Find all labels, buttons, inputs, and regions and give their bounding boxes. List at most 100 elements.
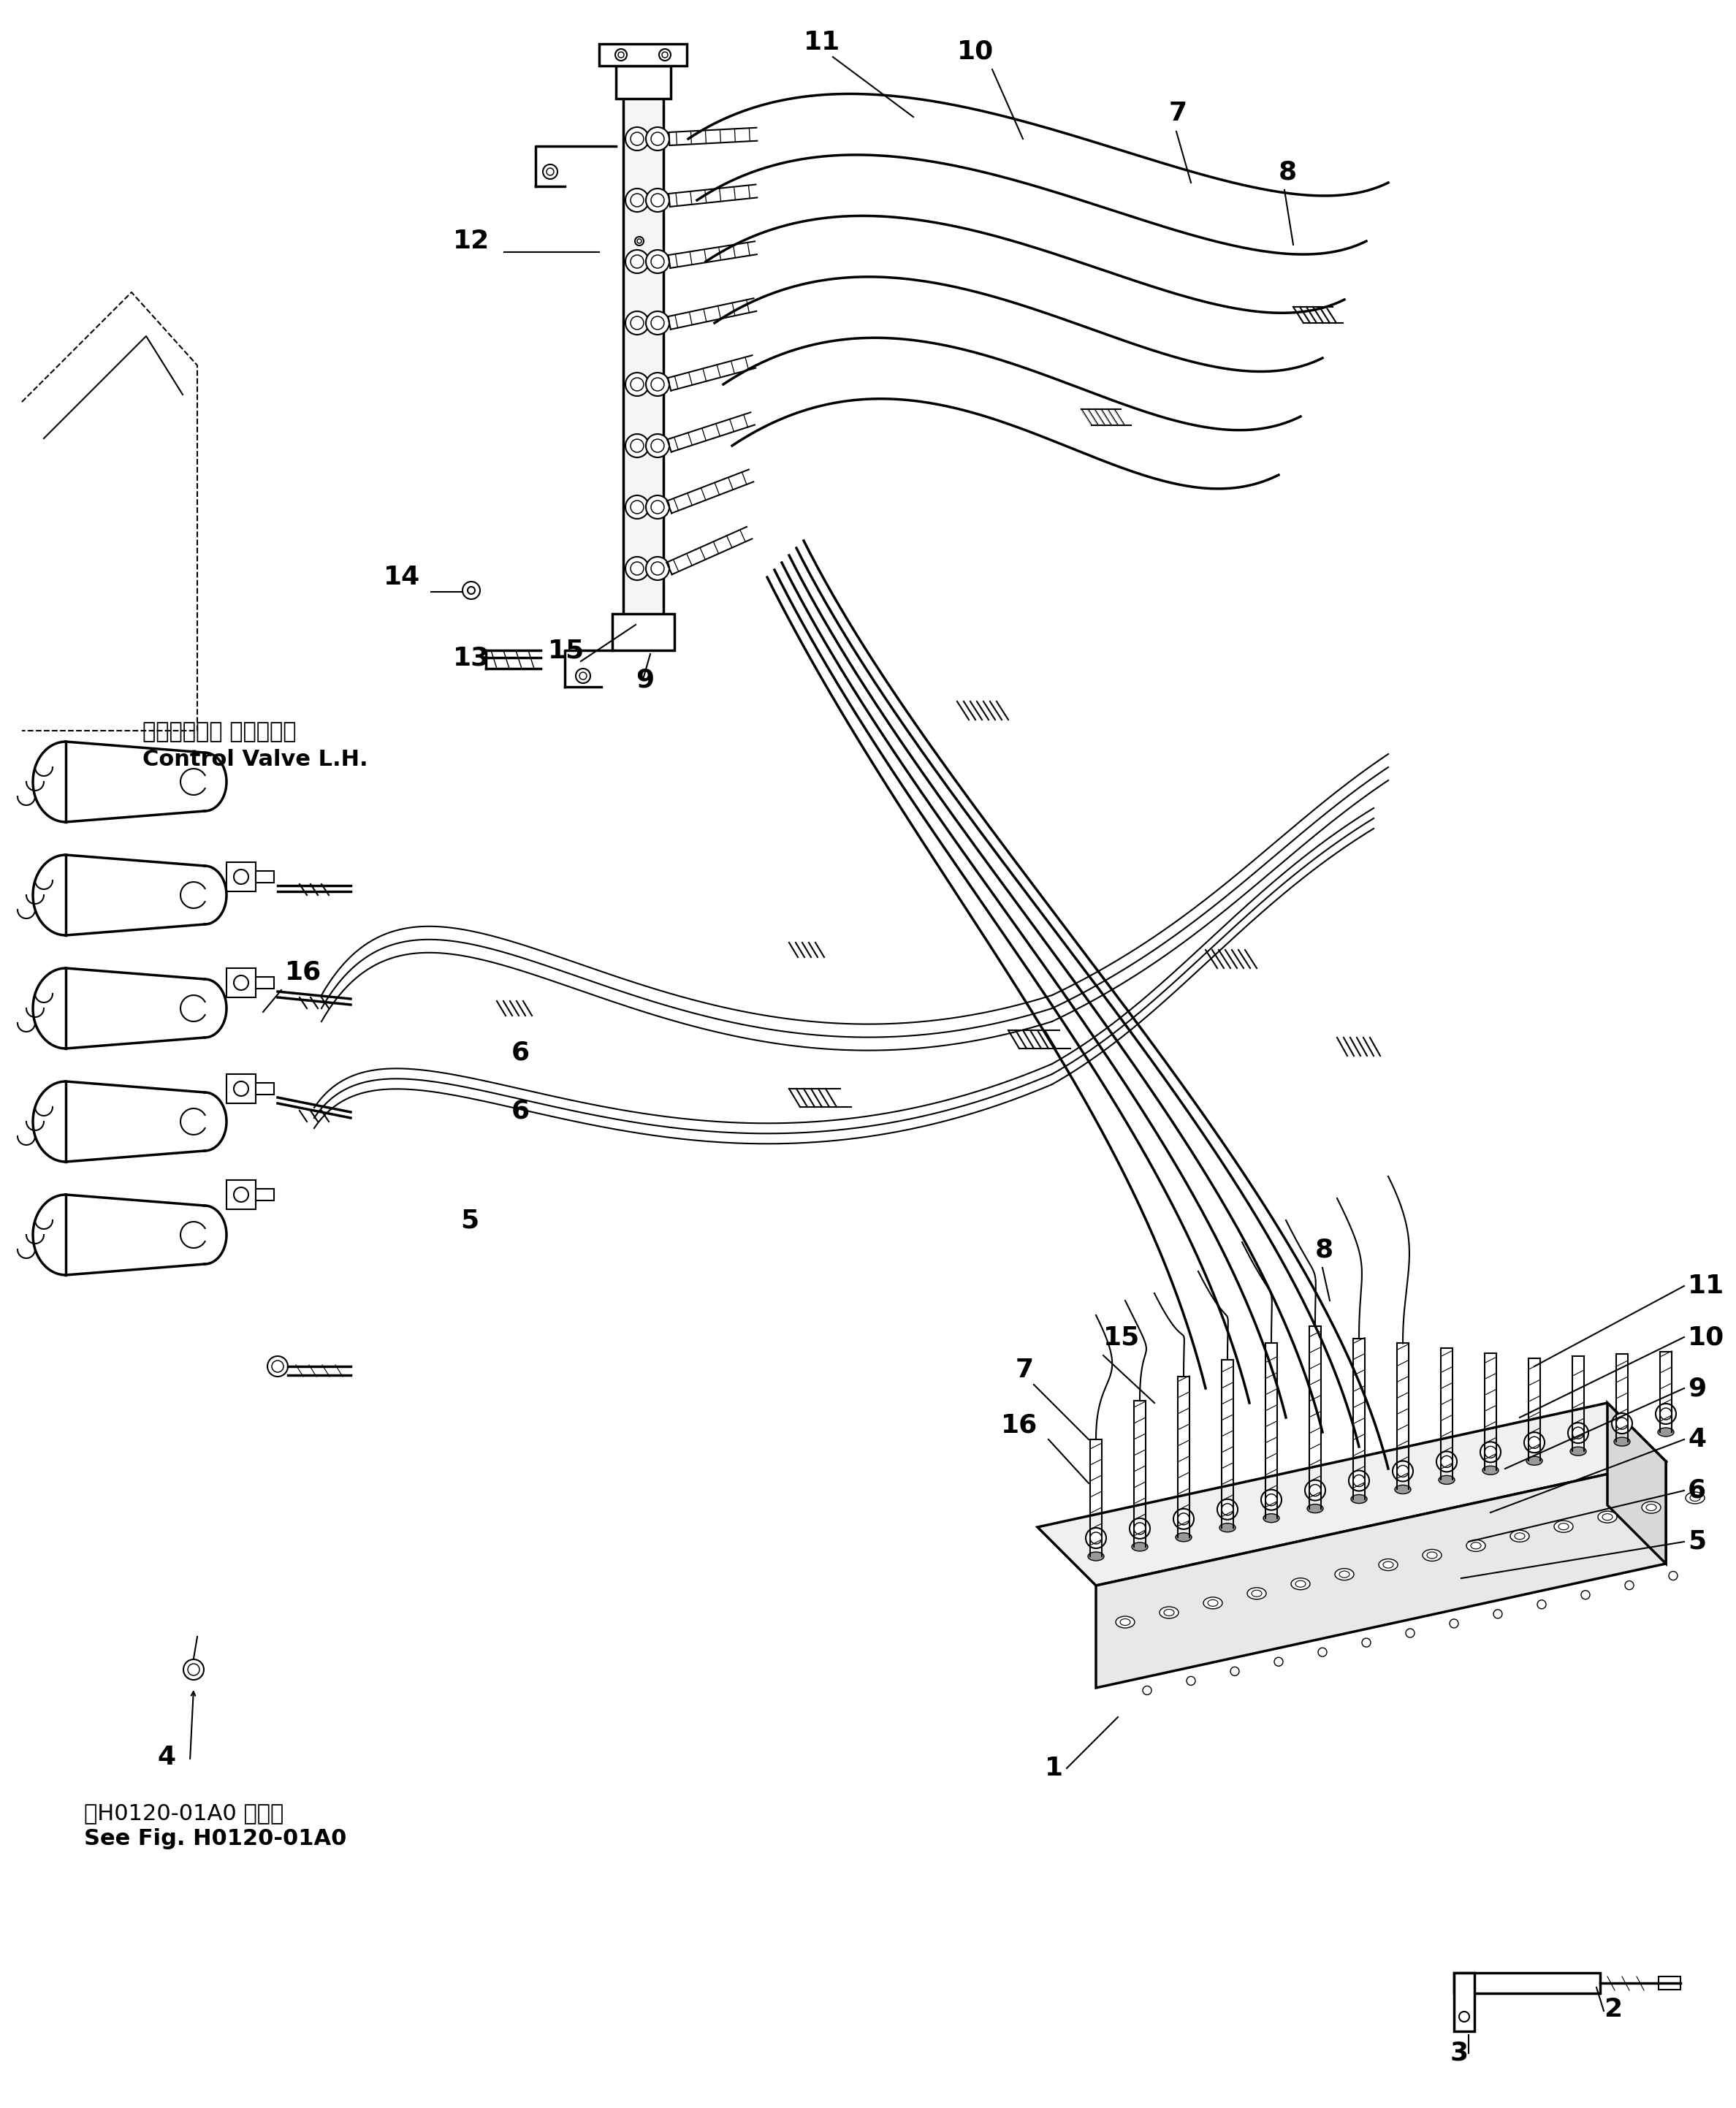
Circle shape: [273, 1360, 283, 1372]
Circle shape: [618, 53, 623, 57]
Circle shape: [630, 194, 644, 207]
Circle shape: [1309, 1484, 1321, 1497]
Circle shape: [646, 126, 670, 150]
Ellipse shape: [1203, 1598, 1222, 1608]
Ellipse shape: [1569, 1446, 1587, 1457]
Circle shape: [661, 53, 668, 57]
Ellipse shape: [1351, 1495, 1366, 1503]
Text: 15: 15: [1104, 1324, 1141, 1349]
Circle shape: [615, 48, 627, 61]
Text: Control Valve L.H.: Control Valve L.H.: [142, 748, 368, 769]
Bar: [255, 871, 274, 883]
Text: 14: 14: [384, 565, 420, 590]
Circle shape: [630, 255, 644, 268]
Polygon shape: [1095, 1461, 1667, 1689]
Circle shape: [625, 373, 649, 396]
Circle shape: [646, 188, 670, 213]
Circle shape: [187, 1663, 200, 1676]
Circle shape: [646, 373, 670, 396]
Bar: [226, 968, 255, 997]
Text: 16: 16: [1002, 1412, 1038, 1438]
Ellipse shape: [1307, 1505, 1323, 1514]
Ellipse shape: [1510, 1530, 1529, 1541]
Polygon shape: [1038, 1404, 1667, 1585]
Circle shape: [543, 164, 557, 179]
Bar: [613, 613, 674, 649]
Text: コントロール バルブ　左: コントロール バルブ 左: [142, 721, 297, 742]
Circle shape: [625, 434, 649, 457]
Circle shape: [646, 495, 670, 519]
Ellipse shape: [1686, 1492, 1705, 1503]
Text: 6: 6: [512, 1039, 529, 1065]
Bar: [226, 862, 255, 892]
Circle shape: [651, 377, 665, 390]
Circle shape: [1352, 1476, 1364, 1486]
Ellipse shape: [1597, 1511, 1616, 1522]
Ellipse shape: [1422, 1549, 1441, 1562]
Circle shape: [646, 434, 670, 457]
Bar: [616, 65, 670, 99]
Ellipse shape: [1160, 1606, 1179, 1619]
Circle shape: [630, 316, 644, 329]
Circle shape: [184, 1659, 203, 1680]
Circle shape: [651, 500, 665, 514]
Bar: [1658, 1977, 1680, 1990]
Circle shape: [1524, 1431, 1545, 1452]
Bar: [1455, 1973, 1474, 2032]
Text: 15: 15: [549, 639, 585, 662]
Ellipse shape: [1526, 1457, 1542, 1465]
Circle shape: [1611, 1412, 1632, 1433]
Circle shape: [630, 563, 644, 575]
Ellipse shape: [1467, 1539, 1486, 1551]
Circle shape: [1436, 1452, 1457, 1471]
Circle shape: [267, 1355, 288, 1377]
Bar: [255, 976, 274, 989]
Text: 10: 10: [957, 38, 993, 63]
Text: 11: 11: [1687, 1273, 1724, 1299]
Circle shape: [1090, 1533, 1102, 1543]
Circle shape: [646, 312, 670, 335]
Text: 12: 12: [453, 228, 490, 253]
Ellipse shape: [1116, 1617, 1135, 1627]
Text: 8: 8: [1316, 1237, 1333, 1263]
Ellipse shape: [1439, 1476, 1455, 1484]
Circle shape: [1174, 1509, 1194, 1528]
Text: 6: 6: [512, 1098, 529, 1124]
Circle shape: [625, 251, 649, 274]
Circle shape: [1616, 1417, 1628, 1429]
Circle shape: [1660, 1408, 1672, 1419]
Circle shape: [1305, 1480, 1325, 1501]
Circle shape: [1177, 1514, 1189, 1524]
Text: 4: 4: [156, 1745, 175, 1771]
Text: 16: 16: [285, 959, 321, 984]
Circle shape: [1573, 1427, 1583, 1440]
Circle shape: [630, 500, 644, 514]
Circle shape: [1481, 1442, 1500, 1463]
Ellipse shape: [1483, 1465, 1498, 1476]
Bar: [255, 1084, 274, 1094]
Text: 11: 11: [804, 30, 840, 55]
Ellipse shape: [1292, 1579, 1311, 1589]
Text: 3: 3: [1450, 2041, 1469, 2066]
Bar: [226, 1180, 255, 1210]
Text: 9: 9: [635, 666, 654, 691]
Bar: [255, 1189, 274, 1199]
Ellipse shape: [1554, 1520, 1573, 1533]
Circle shape: [1441, 1457, 1453, 1467]
Text: 8: 8: [1279, 160, 1297, 183]
Circle shape: [1217, 1499, 1238, 1520]
Circle shape: [646, 251, 670, 274]
Text: 1: 1: [1045, 1756, 1062, 1781]
Circle shape: [547, 169, 554, 175]
Circle shape: [651, 133, 665, 145]
Ellipse shape: [1246, 1587, 1266, 1600]
Ellipse shape: [1088, 1551, 1104, 1560]
Text: 9: 9: [1687, 1377, 1706, 1400]
Text: 7: 7: [1016, 1358, 1035, 1383]
Ellipse shape: [1642, 1501, 1661, 1514]
Circle shape: [1222, 1503, 1233, 1516]
Circle shape: [630, 438, 644, 453]
Bar: [1455, 1973, 1601, 1994]
Ellipse shape: [1378, 1560, 1397, 1570]
Circle shape: [1130, 1518, 1149, 1539]
